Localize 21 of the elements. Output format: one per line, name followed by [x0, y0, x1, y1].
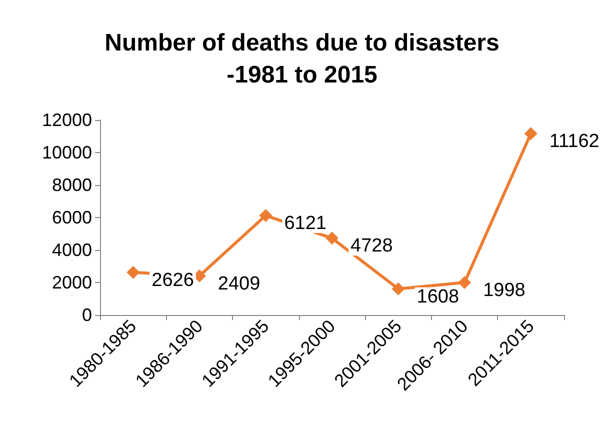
data-label: 6121 — [284, 213, 326, 234]
y-tick-label: 0 — [82, 305, 92, 325]
point — [259, 209, 272, 222]
point — [392, 282, 405, 296]
chart-title: Number of deaths due to disasters -1981 to 2015 — [104, 30, 500, 88]
point — [524, 127, 538, 140]
y-tick-label: 4000 — [52, 240, 92, 260]
data-label: 11162 — [549, 131, 600, 152]
y-tick-label: 12000 — [42, 110, 92, 130]
data-label: 2409 — [218, 273, 260, 294]
data-label: 1998 — [483, 280, 526, 302]
y-tick-label: 8000 — [52, 175, 92, 195]
y-tick-label: 2000 — [52, 272, 92, 292]
point — [326, 232, 338, 245]
data-label: 2626 — [152, 270, 194, 291]
data-label: 1608 — [416, 286, 460, 308]
y-tick-label: 10000 — [42, 142, 92, 162]
data-label: 4728 — [350, 236, 393, 257]
point — [458, 276, 472, 290]
point — [126, 266, 140, 279]
y-tick-label: 6000 — [52, 208, 92, 228]
